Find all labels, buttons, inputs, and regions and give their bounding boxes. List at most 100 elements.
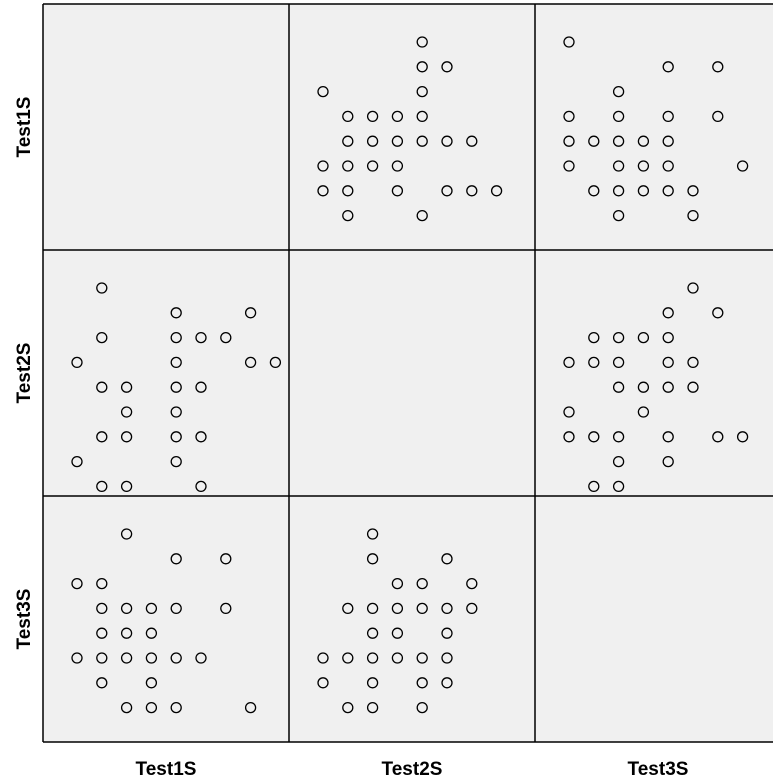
labels-layer: Test1S Test1S Test2S Test2S Test3S Test3S	[14, 97, 688, 780]
x-axis-label: Test3S	[628, 759, 689, 780]
scatter-point	[662, 160, 674, 172]
scatter-point	[416, 652, 428, 664]
scatter-point	[342, 110, 354, 123]
scatter-point	[563, 356, 575, 369]
scatter-point	[120, 480, 133, 493]
y-axis-label: Test2S	[14, 343, 35, 404]
scatter-point	[220, 553, 232, 565]
y-axis-label: Test3S	[14, 589, 35, 650]
scatter-point	[588, 480, 600, 493]
scatter-point	[195, 381, 207, 393]
scatter-point	[391, 652, 404, 664]
scatter-point	[391, 627, 404, 639]
panel-Test3S-vs-Test3S	[535, 496, 773, 742]
scatter-point	[588, 356, 600, 369]
scatter-point	[145, 627, 158, 639]
panel-Test1S-vs-Test1S	[43, 4, 289, 250]
scatter-point	[220, 331, 232, 344]
scatter-point	[120, 431, 133, 443]
scatter-point	[588, 185, 600, 197]
scatter-point	[441, 61, 453, 73]
scatter-point	[441, 627, 453, 639]
scatter-point	[687, 209, 699, 222]
scatter-point	[416, 209, 428, 222]
scatter-point	[612, 185, 625, 197]
scatter-point	[170, 307, 182, 319]
scatter-point	[466, 185, 478, 197]
scatter-point	[96, 627, 108, 639]
scatter-point	[612, 431, 625, 443]
grid-layer	[42, 3, 773, 743]
scatter-point	[342, 652, 354, 664]
scatter-point	[170, 553, 182, 565]
scatter-point	[366, 602, 379, 615]
scatter-point	[662, 381, 674, 393]
scatter-point	[366, 553, 379, 565]
scatter-point	[244, 356, 257, 369]
scatter-point	[342, 602, 354, 615]
scatter-point	[441, 602, 453, 615]
panel-Test3S-vs-Test2S	[289, 496, 535, 742]
scatter-point	[366, 652, 379, 664]
scatter-point	[588, 431, 600, 443]
scatter-point	[366, 627, 379, 639]
scatter-point	[563, 36, 575, 48]
panel-Test1S-vs-Test2S	[289, 4, 535, 250]
scatter-point	[687, 381, 699, 393]
scatter-point	[416, 85, 428, 98]
scatter-point	[662, 135, 674, 147]
scatter-point	[563, 406, 575, 418]
scatter-point	[637, 406, 650, 418]
scatter-point	[170, 602, 182, 615]
x-axis-label: Test2S	[382, 759, 443, 780]
scatter-point	[120, 701, 133, 714]
points-layer	[71, 36, 749, 714]
scatter-point	[96, 282, 108, 294]
scatter-point	[317, 677, 329, 689]
scatter-point	[612, 209, 625, 222]
scatter-point	[736, 431, 749, 443]
scatter-point	[342, 135, 354, 147]
scatter-point	[637, 381, 650, 393]
scatter-point	[120, 652, 133, 664]
scatter-point	[195, 331, 207, 344]
panel-Test3S-vs-Test1S	[43, 496, 289, 742]
scatter-point	[342, 160, 354, 172]
scatter-point	[145, 701, 158, 714]
scatter-point	[342, 701, 354, 714]
scatter-point	[96, 331, 108, 344]
scatter-point	[563, 135, 575, 147]
scatter-point	[317, 652, 329, 664]
scatter-point	[662, 431, 674, 443]
scatter-point	[195, 431, 207, 443]
scatter-point	[170, 431, 182, 443]
scatter-point	[416, 135, 428, 147]
scatter-point	[687, 282, 699, 294]
scatter-point	[662, 307, 674, 319]
scatter-point	[391, 110, 404, 123]
scatter-point	[391, 577, 404, 590]
scatter-point	[96, 480, 108, 493]
panel-Test2S-vs-Test3S	[535, 250, 773, 496]
scatter-point	[563, 160, 575, 172]
scatter-point	[712, 110, 724, 123]
scatter-point	[662, 110, 674, 123]
scatter-point	[317, 160, 329, 172]
scatter-point	[687, 185, 699, 197]
scatter-point	[637, 160, 650, 172]
scatter-point	[71, 577, 83, 590]
scatter-point	[170, 701, 182, 714]
scatter-point	[71, 455, 83, 468]
scatter-point	[637, 185, 650, 197]
panels-layer	[43, 4, 773, 742]
scatter-point	[441, 677, 453, 689]
scatter-point	[466, 135, 478, 147]
scatter-point	[612, 381, 625, 393]
scatter-point	[612, 110, 625, 123]
panel-Test1S-vs-Test3S	[535, 4, 773, 250]
scatter-point	[342, 185, 354, 197]
scatter-point	[96, 602, 108, 615]
scatter-point	[612, 480, 625, 493]
scatter-point	[366, 701, 379, 714]
